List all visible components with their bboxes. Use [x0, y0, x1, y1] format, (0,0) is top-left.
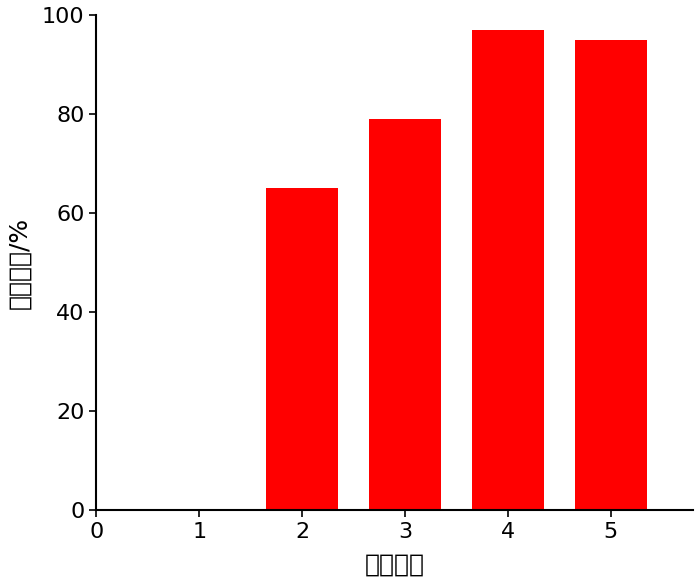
Bar [575, 40, 647, 510]
Y-axis label: 活化指数/%: 活化指数/% [7, 217, 31, 308]
Bar [472, 30, 544, 510]
X-axis label: 样品编号: 样品编号 [365, 553, 425, 577]
Bar [266, 188, 338, 510]
Bar [369, 119, 441, 510]
